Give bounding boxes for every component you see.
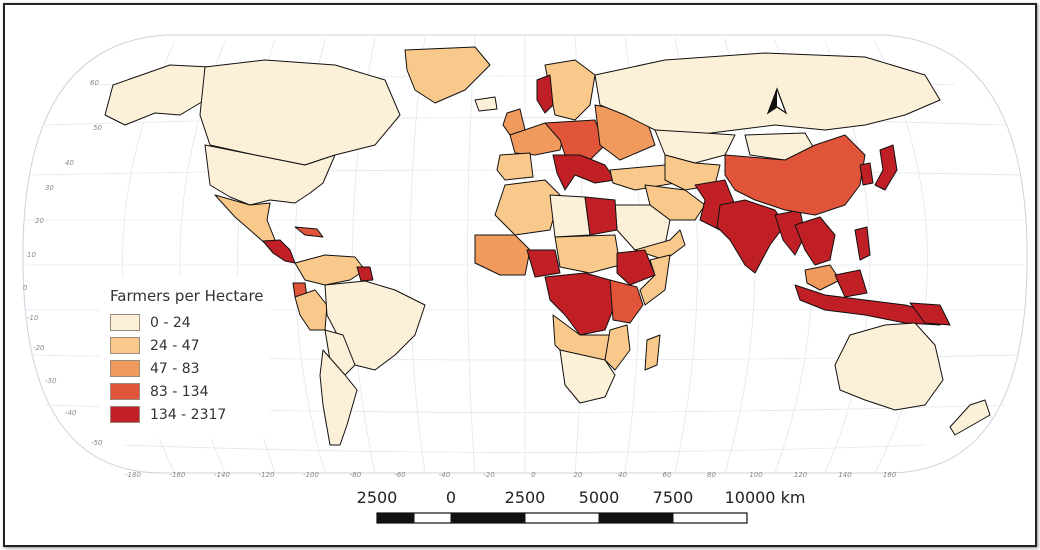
legend-swatch (110, 337, 140, 354)
country-borneo (834, 269, 868, 298)
latitude-label: 40 (65, 159, 74, 167)
country-japan (874, 144, 898, 191)
longitude-label: 120 (794, 471, 808, 479)
legend-item: 134 - 2317 (110, 403, 270, 426)
longitude-label: -140 (214, 471, 230, 479)
country-indonesia (794, 284, 946, 326)
longitude-label: -180 (125, 471, 141, 479)
legend-swatch (110, 383, 140, 400)
country-argentina-chile (319, 349, 358, 446)
scale-label: 0 (446, 488, 456, 507)
scale-bar: 2500 0 2500 5000 7500 10000 km (357, 488, 806, 524)
legend-item: 47 - 83 (110, 357, 270, 380)
map-frame: -180 -160 -140 -120 -100 -80 -60 -40 -20 0 20 40 60 8… (3, 3, 1037, 547)
country-canada (199, 59, 401, 166)
longitude-label: 20 (574, 471, 583, 479)
country-india (716, 199, 786, 274)
country-morocco-algeria (494, 179, 561, 236)
country-alaska (104, 64, 211, 126)
scale-label: 2500 (357, 488, 398, 507)
country-mozambique (604, 324, 631, 371)
scale-label: 2500 (505, 488, 546, 507)
country-italy-balkans (552, 154, 616, 191)
country-australia (834, 322, 944, 411)
country-ethiopia (616, 249, 656, 286)
country-central-africa (544, 272, 616, 336)
legend-label: 83 - 134 (150, 383, 209, 400)
country-guyana (356, 266, 374, 282)
latitude-label: -10 (27, 314, 39, 322)
latitude-label: 0 (23, 284, 28, 292)
legend-label: 24 - 47 (150, 337, 200, 354)
country-papua (909, 302, 951, 326)
legend: Farmers per Hectare 0 - 24 24 - 47 47 - … (100, 277, 270, 439)
north-arrow-icon (766, 87, 788, 115)
scale-label: 5000 (579, 488, 620, 507)
legend-swatch (110, 406, 140, 423)
country-nigeria (526, 249, 561, 278)
country-chad-sudan (554, 234, 621, 274)
longitude-label: 60 (663, 471, 672, 479)
country-egypt (584, 196, 618, 236)
country-greenland (404, 46, 491, 104)
longitude-label: 40 (618, 471, 627, 479)
country-east-africa (609, 279, 644, 324)
latitude-label: -50 (91, 439, 103, 447)
country-russia (594, 52, 941, 136)
country-somalia (639, 254, 671, 306)
longitude-label: 140 (838, 471, 852, 479)
legend-label: 0 - 24 (150, 314, 191, 331)
country-iberia (496, 152, 534, 181)
scale-label: 10000 km (725, 488, 806, 507)
longitude-label: -100 (303, 471, 319, 479)
country-norway-red (536, 74, 554, 114)
longitude-label: 160 (883, 471, 897, 479)
latitude-label: 30 (45, 184, 54, 192)
country-colombia-venezuela (294, 254, 366, 286)
latitude-label: 10 (27, 251, 36, 259)
country-brazil (324, 280, 426, 371)
scale-label: 7500 (653, 488, 694, 507)
longitude-label: -120 (259, 471, 275, 479)
world-map: -180 -160 -140 -120 -100 -80 -60 -40 -20 0 20 40 60 8… (22, 34, 1028, 524)
legend-item: 83 - 134 (110, 380, 270, 403)
latitude-label: 60 (90, 79, 99, 87)
longitude-label: -20 (483, 471, 495, 479)
longitude-labels: -180 -160 -140 -120 -100 -80 -60 -40 -20 0 20 40 60 8… (125, 471, 897, 479)
country-west-africa (474, 234, 531, 276)
country-usa (204, 144, 336, 206)
longitude-label: -160 (170, 471, 186, 479)
latitude-label: -40 (65, 409, 77, 417)
legend-swatch (110, 360, 140, 377)
longitude-label: -80 (350, 471, 362, 479)
legend-item: 0 - 24 (110, 311, 270, 334)
country-philippines (854, 226, 871, 261)
country-iceland (474, 96, 498, 112)
country-madagascar (644, 334, 661, 371)
legend-label: 47 - 83 (150, 360, 200, 377)
latitude-label: -20 (33, 344, 45, 352)
longitude-label: -60 (394, 471, 406, 479)
country-caribbean (294, 226, 324, 238)
longitude-label: -40 (439, 471, 451, 479)
longitude-label: 80 (707, 471, 716, 479)
country-china (724, 134, 866, 216)
latitude-labels: 60 50 40 30 20 10 0 -10 -20 -30 -40 -50 (23, 79, 103, 447)
legend-swatch (110, 314, 140, 331)
country-bolivia-paraguay (324, 329, 356, 376)
country-southeast-asia (794, 216, 836, 266)
country-malaysia (804, 264, 841, 291)
latitude-label: 50 (93, 124, 102, 132)
longitude-label: 0 (531, 471, 536, 479)
latitude-label: 20 (35, 217, 44, 225)
country-libya (549, 194, 591, 238)
longitude-label: 100 (749, 471, 763, 479)
country-new-zealand (949, 399, 991, 436)
legend-label: 134 - 2317 (150, 406, 227, 423)
legend-title: Farmers per Hectare (110, 287, 264, 305)
latitude-label: -30 (45, 377, 57, 385)
country-korea (859, 162, 874, 186)
legend-item: 24 - 47 (110, 334, 270, 357)
